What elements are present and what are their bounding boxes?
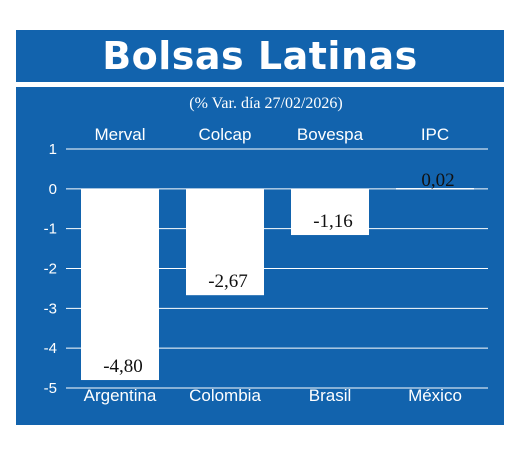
- value-label: -4,80: [103, 356, 143, 377]
- bars: [81, 188, 474, 381]
- index-label: IPC: [421, 125, 449, 144]
- category-label: Colombia: [189, 386, 261, 405]
- bar: [186, 188, 264, 296]
- index-label: Merval: [94, 125, 145, 144]
- category-label: Argentina: [84, 386, 157, 405]
- y-tick-label: 0: [49, 181, 57, 198]
- y-tick-label: -4: [44, 340, 57, 357]
- index-label: Bovespa: [297, 125, 364, 144]
- chart-title: Bolsas Latinas: [102, 34, 418, 78]
- y-tick-label: -5: [44, 380, 57, 397]
- bar: [396, 188, 474, 190]
- labels: -4,80 Merval Argentina -2,67 Colcap Colombia -…: [84, 125, 462, 405]
- title-divider: [16, 82, 504, 87]
- index-label: Colcap: [199, 125, 252, 144]
- y-tick-label: -2: [44, 261, 57, 278]
- bar: [81, 188, 159, 381]
- value-label: 0,02: [421, 170, 454, 191]
- value-label: -2,67: [208, 271, 248, 292]
- title-bar: Bolsas Latinas: [16, 30, 504, 82]
- y-tick-label: 1: [49, 141, 57, 158]
- y-tick-label: -1: [44, 221, 57, 238]
- y-axis-ticks: 1 0 -1 -2 -3 -4 -5: [44, 141, 57, 397]
- category-label: Brasil: [309, 386, 352, 405]
- category-label: México: [408, 386, 462, 405]
- chart-subtitle: (% Var. día 27/02/2026): [189, 95, 342, 112]
- value-label: -1,16: [313, 211, 353, 232]
- bar: [291, 188, 369, 236]
- y-tick-label: -3: [44, 300, 57, 317]
